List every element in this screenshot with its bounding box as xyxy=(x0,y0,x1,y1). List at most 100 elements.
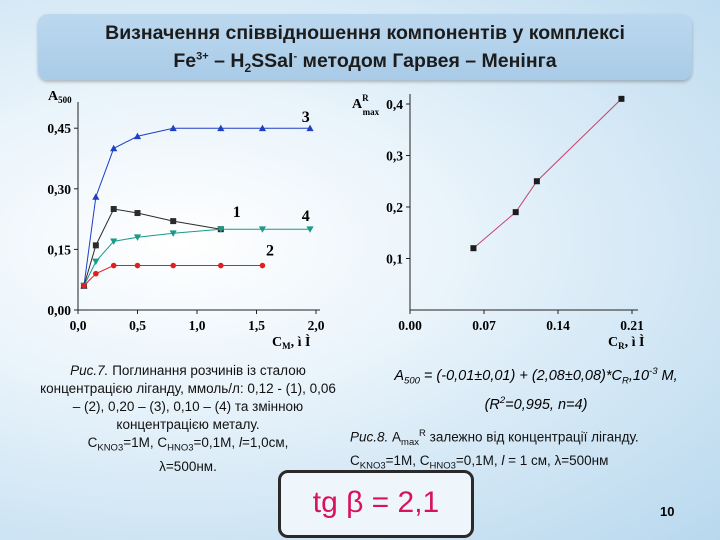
y-axis-label-sub: 500 xyxy=(58,95,72,105)
caption-7-m3: =1,0см, xyxy=(241,435,289,450)
series-4-point xyxy=(217,226,225,233)
title-line-1: Визначення співвідношення компонентів у … xyxy=(105,22,625,44)
series-2-point xyxy=(134,262,141,269)
series-2-line xyxy=(83,265,263,287)
eq-a-sub: 500 xyxy=(404,375,420,387)
series-4-point xyxy=(258,226,267,233)
series-2-label: 2 xyxy=(266,242,274,259)
y-tick-label: 0,30 xyxy=(47,182,71,197)
caption-7-m1: =1М, С xyxy=(123,435,168,450)
x-tick-label: 0.14 xyxy=(546,318,570,333)
eq-d: ,10 xyxy=(628,367,650,384)
x-tick-label: 0.00 xyxy=(398,318,422,333)
series-3-line xyxy=(83,127,311,286)
x-tick-label: 0.21 xyxy=(620,318,644,333)
series-4-label: 4 xyxy=(302,208,310,225)
title-method: методом Гарвея – Менінга xyxy=(297,50,557,72)
series-3-point xyxy=(169,124,177,132)
caption-7-lambda: λ=500нм. xyxy=(159,458,217,474)
x-tick-label: 0,0 xyxy=(70,318,87,333)
series-2-point xyxy=(170,262,176,269)
series-3-point xyxy=(306,124,314,132)
regression-equation: A500 = (-0,01±0,01) + (2,08±0,08)*CR,10-… xyxy=(358,362,714,415)
caption-8-c: С xyxy=(350,453,360,469)
caption-7-text: Поглинання розчинів із сталою концентрац… xyxy=(40,363,336,432)
x-axis-label-sub: M xyxy=(282,341,291,351)
series-1-label: 1 xyxy=(233,204,241,221)
y-tick-label: 0,4 xyxy=(386,97,403,112)
x-axis-label: CR, ì Ì xyxy=(608,333,644,351)
title-fe-charge: 3+ xyxy=(196,50,209,63)
title-ssal: SSal xyxy=(251,50,294,72)
series-4-point xyxy=(306,226,314,233)
x-tick-label: 0,5 xyxy=(129,318,146,333)
caption-7-hno3: HNO3 xyxy=(167,442,194,454)
series-1-point xyxy=(110,206,117,212)
caption-8-label: Рис.8. xyxy=(350,429,389,445)
caption-7-label: Рис.7. xyxy=(70,363,109,378)
y-axis-label-sub: max xyxy=(363,107,380,117)
caption-8-hno3: HNO3 xyxy=(429,460,456,472)
eq-c-sub: R xyxy=(622,375,629,387)
series-3-point xyxy=(258,124,267,132)
series-2-point xyxy=(93,270,99,277)
caption-8-a-sup: R xyxy=(419,428,426,439)
series-1-point xyxy=(134,210,141,217)
y-tick-label: 0,15 xyxy=(47,242,71,257)
title-ssal-charge: - xyxy=(293,50,298,63)
series-1-point xyxy=(170,218,177,225)
x-axis-label: CM, ì Ì xyxy=(272,333,310,351)
caption-8-a: A xyxy=(388,429,402,445)
x-axis-label-tail: , ì Ì xyxy=(291,333,311,350)
x-axis-label-sub: R xyxy=(618,341,625,351)
chart-absorbance-vs-metal: A500 0,00 0,15 0,30 0,45 0,0 0,5 1,0 1,5 2,0CM, ì… xyxy=(47,89,325,351)
tg-beta-result: tg β = 2,1 xyxy=(278,470,474,538)
caption-8-m1: =1М, С xyxy=(385,453,430,469)
caption-8-m2: =0,1М, xyxy=(455,453,502,469)
series-2-point xyxy=(259,262,266,269)
series-4-line xyxy=(83,228,311,286)
x-tick-label: 0.07 xyxy=(472,318,496,333)
caption-8-text: залежно від концентрації ліганду. xyxy=(425,429,639,445)
eq-b: = (-0,01±0,01) + (2,08±0,08)*C xyxy=(419,367,622,384)
eq-e: M, xyxy=(657,367,678,384)
title-fe: Fe xyxy=(173,50,197,72)
y-axis-label-sup: R xyxy=(362,93,369,103)
series-4-point xyxy=(169,230,177,237)
x-tick-label: 1,0 xyxy=(189,318,206,333)
series-2-point xyxy=(81,282,87,289)
caption-8-a-sub: max xyxy=(401,437,419,449)
y-axis-label: A500 xyxy=(48,89,72,105)
caption-7-l: l xyxy=(238,435,242,450)
x-tick-label: 1,5 xyxy=(248,318,265,333)
series-2-point xyxy=(110,262,117,269)
title-h: – H xyxy=(208,50,245,72)
data-point xyxy=(533,178,540,185)
x-tick-label: 2,0 xyxy=(308,318,325,333)
series-4-point xyxy=(110,238,118,245)
eq-f: (R xyxy=(484,396,500,413)
series-3-point xyxy=(92,193,100,200)
page-number: 10 xyxy=(660,504,675,519)
series-3-label: 3 xyxy=(302,109,310,126)
caption-figure-7: Рис.7. Поглинання розчинів із сталою кон… xyxy=(40,362,336,476)
x-axis-label-tail: , ì Ì xyxy=(625,333,645,350)
caption-8-m3: = 1 см, λ=500нм xyxy=(504,453,609,469)
caption-7-kno3: KNO3 xyxy=(97,442,124,454)
title-line-2: Fe3+ – H2SSal- методом Гарвея – Менінга xyxy=(38,50,692,75)
series-4-point xyxy=(92,258,100,266)
series-3-point xyxy=(217,124,225,132)
series-1-line xyxy=(83,208,221,286)
data-point xyxy=(618,95,625,102)
caption-8-l: l xyxy=(501,453,505,469)
eq-f-sup: 2 xyxy=(499,394,506,406)
title-banner: Визначення співвідношення компонентів у … xyxy=(38,14,692,80)
eq-a: A xyxy=(394,367,405,384)
y-axis-label: AR max xyxy=(352,93,380,117)
caption-8-kno3: KNO3 xyxy=(359,460,386,472)
caption-7-c: С xyxy=(87,435,98,450)
series-3-point xyxy=(133,132,142,140)
title-h-sub: 2 xyxy=(244,60,252,75)
y-tick-label: 0,3 xyxy=(386,149,403,164)
